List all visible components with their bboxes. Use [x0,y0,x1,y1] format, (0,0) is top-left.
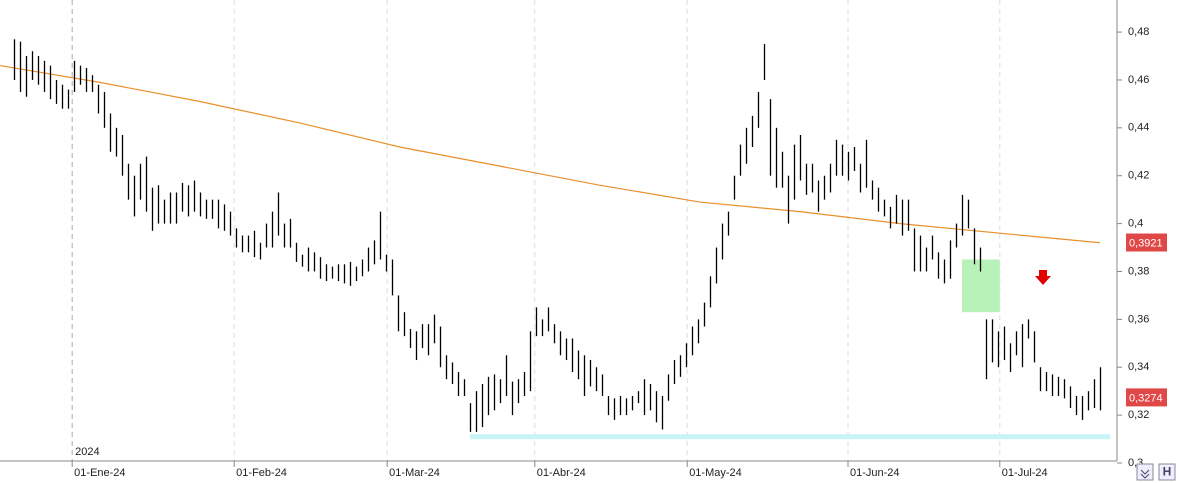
x-tick-label: 01-Jul-24 [1002,467,1048,479]
y-tick-label: 0,34 [1128,361,1149,373]
axes: 01-Ene-24 01-Feb-24 01-Mar-24 01-Abr-24 01-M… [71,26,1167,479]
price-tag-label: 0,3274 [1129,392,1163,404]
zoom-button[interactable] [1136,463,1154,481]
x-tick-label: 01-Mar-24 [389,467,440,479]
x-tick-label: 01-May-24 [689,467,742,479]
y-tick-label: 0,4 [1128,218,1143,230]
moving-average [0,65,1101,244]
y-tick-label: 0,38 [1128,265,1149,277]
y-tick-label: 0,32 [1128,409,1149,421]
y-tick-label: 0,36 [1128,313,1149,325]
x-tick-label: 01-Feb-24 [236,467,287,479]
price-tag-label: 0,3921 [1129,237,1163,249]
h-icon: H [1163,465,1172,479]
x-axis-strip [0,461,1181,483]
support-band [469,434,1111,440]
y-tick-label: 0,42 [1128,170,1149,182]
x-tick-label: 01-Ene-24 [74,467,125,479]
y-tick-label: 0,44 [1128,122,1149,134]
plot-area: 2024 [0,0,1111,461]
zoom-icon [1140,469,1150,479]
y-tick-label: 0,46 [1128,74,1149,86]
sell-arrow [1035,270,1051,285]
x-tick-label: 01-Jun-24 [850,467,900,479]
h-button[interactable] [1158,463,1176,481]
y-tick-label: 0,48 [1128,26,1149,38]
price-tag [1126,388,1167,407]
year-label: 2024 [75,446,99,458]
price-tag [1126,233,1167,252]
x-tick-label: 01-Abr-24 [537,467,586,479]
